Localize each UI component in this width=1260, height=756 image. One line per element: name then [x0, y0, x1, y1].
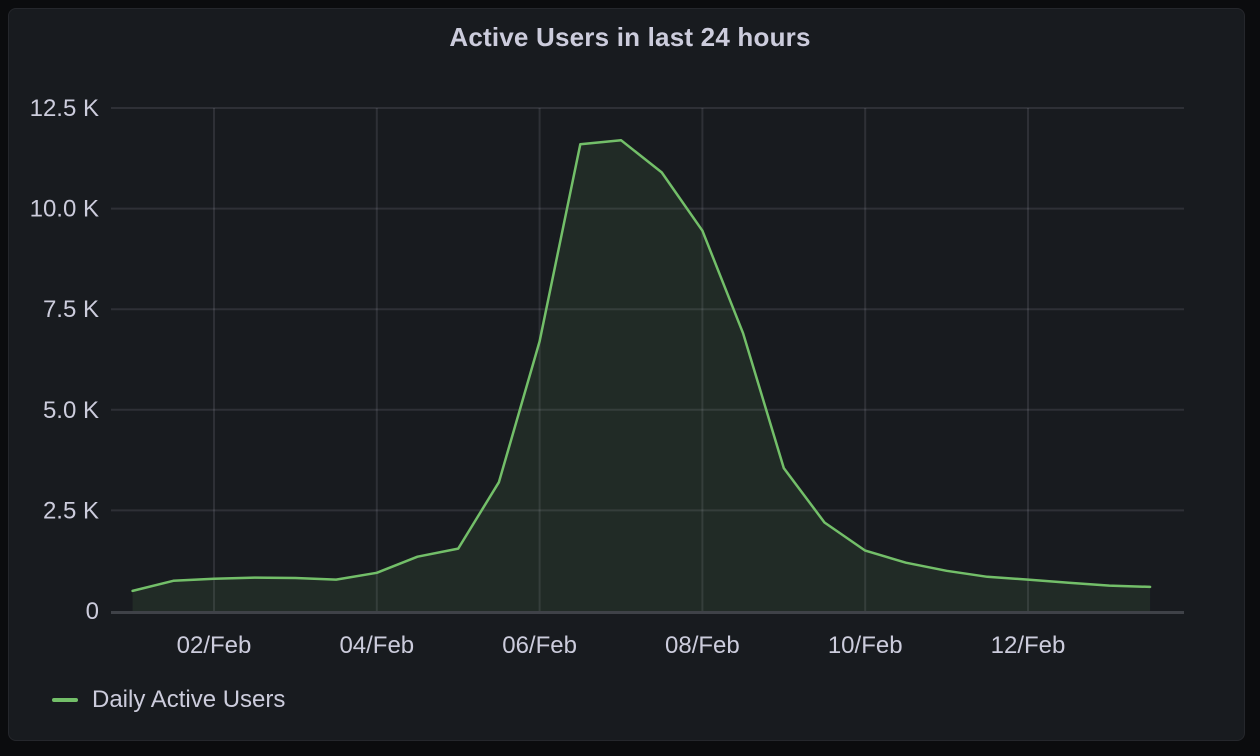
- time-series-panel: [8, 8, 1245, 741]
- series-line: [131, 138, 1152, 593]
- x-tick-label: 04/Feb: [339, 632, 414, 659]
- x-tick-label: 08/Feb: [665, 632, 740, 659]
- panel-title[interactable]: Active Users in last 24 hours: [449, 22, 811, 52]
- y-tick-label: 12.5 K: [30, 95, 99, 122]
- y-tick-label: 2.5 K: [43, 497, 99, 524]
- y-tick-label: 10.0 K: [30, 196, 99, 223]
- x-tick-label: 12/Feb: [991, 632, 1066, 659]
- x-tick-label: 06/Feb: [502, 632, 577, 659]
- x-tick-label: 02/Feb: [177, 632, 252, 659]
- legend-series-color-dash: [52, 698, 78, 702]
- y-axis-labels: 0 2.5 K 5.0 K 7.5 K 10.0 K 12.5 K: [30, 95, 99, 625]
- x-axis-labels: 02/Feb 04/Feb 06/Feb 08/Feb 10/Feb 12/Feb: [177, 632, 1066, 659]
- y-tick-label: 5.0 K: [43, 397, 99, 424]
- series-area-fill: [132, 140, 1151, 611]
- y-tick-label: 7.5 K: [43, 296, 99, 323]
- grid-lines: [111, 107, 1184, 611]
- legend-series-label[interactable]: Daily Active Users: [92, 686, 286, 713]
- y-tick-label: 0: [86, 598, 99, 625]
- x-tick-label: 10/Feb: [828, 632, 903, 659]
- legend-item-daily-active-users[interactable]: Daily Active Users: [52, 686, 285, 714]
